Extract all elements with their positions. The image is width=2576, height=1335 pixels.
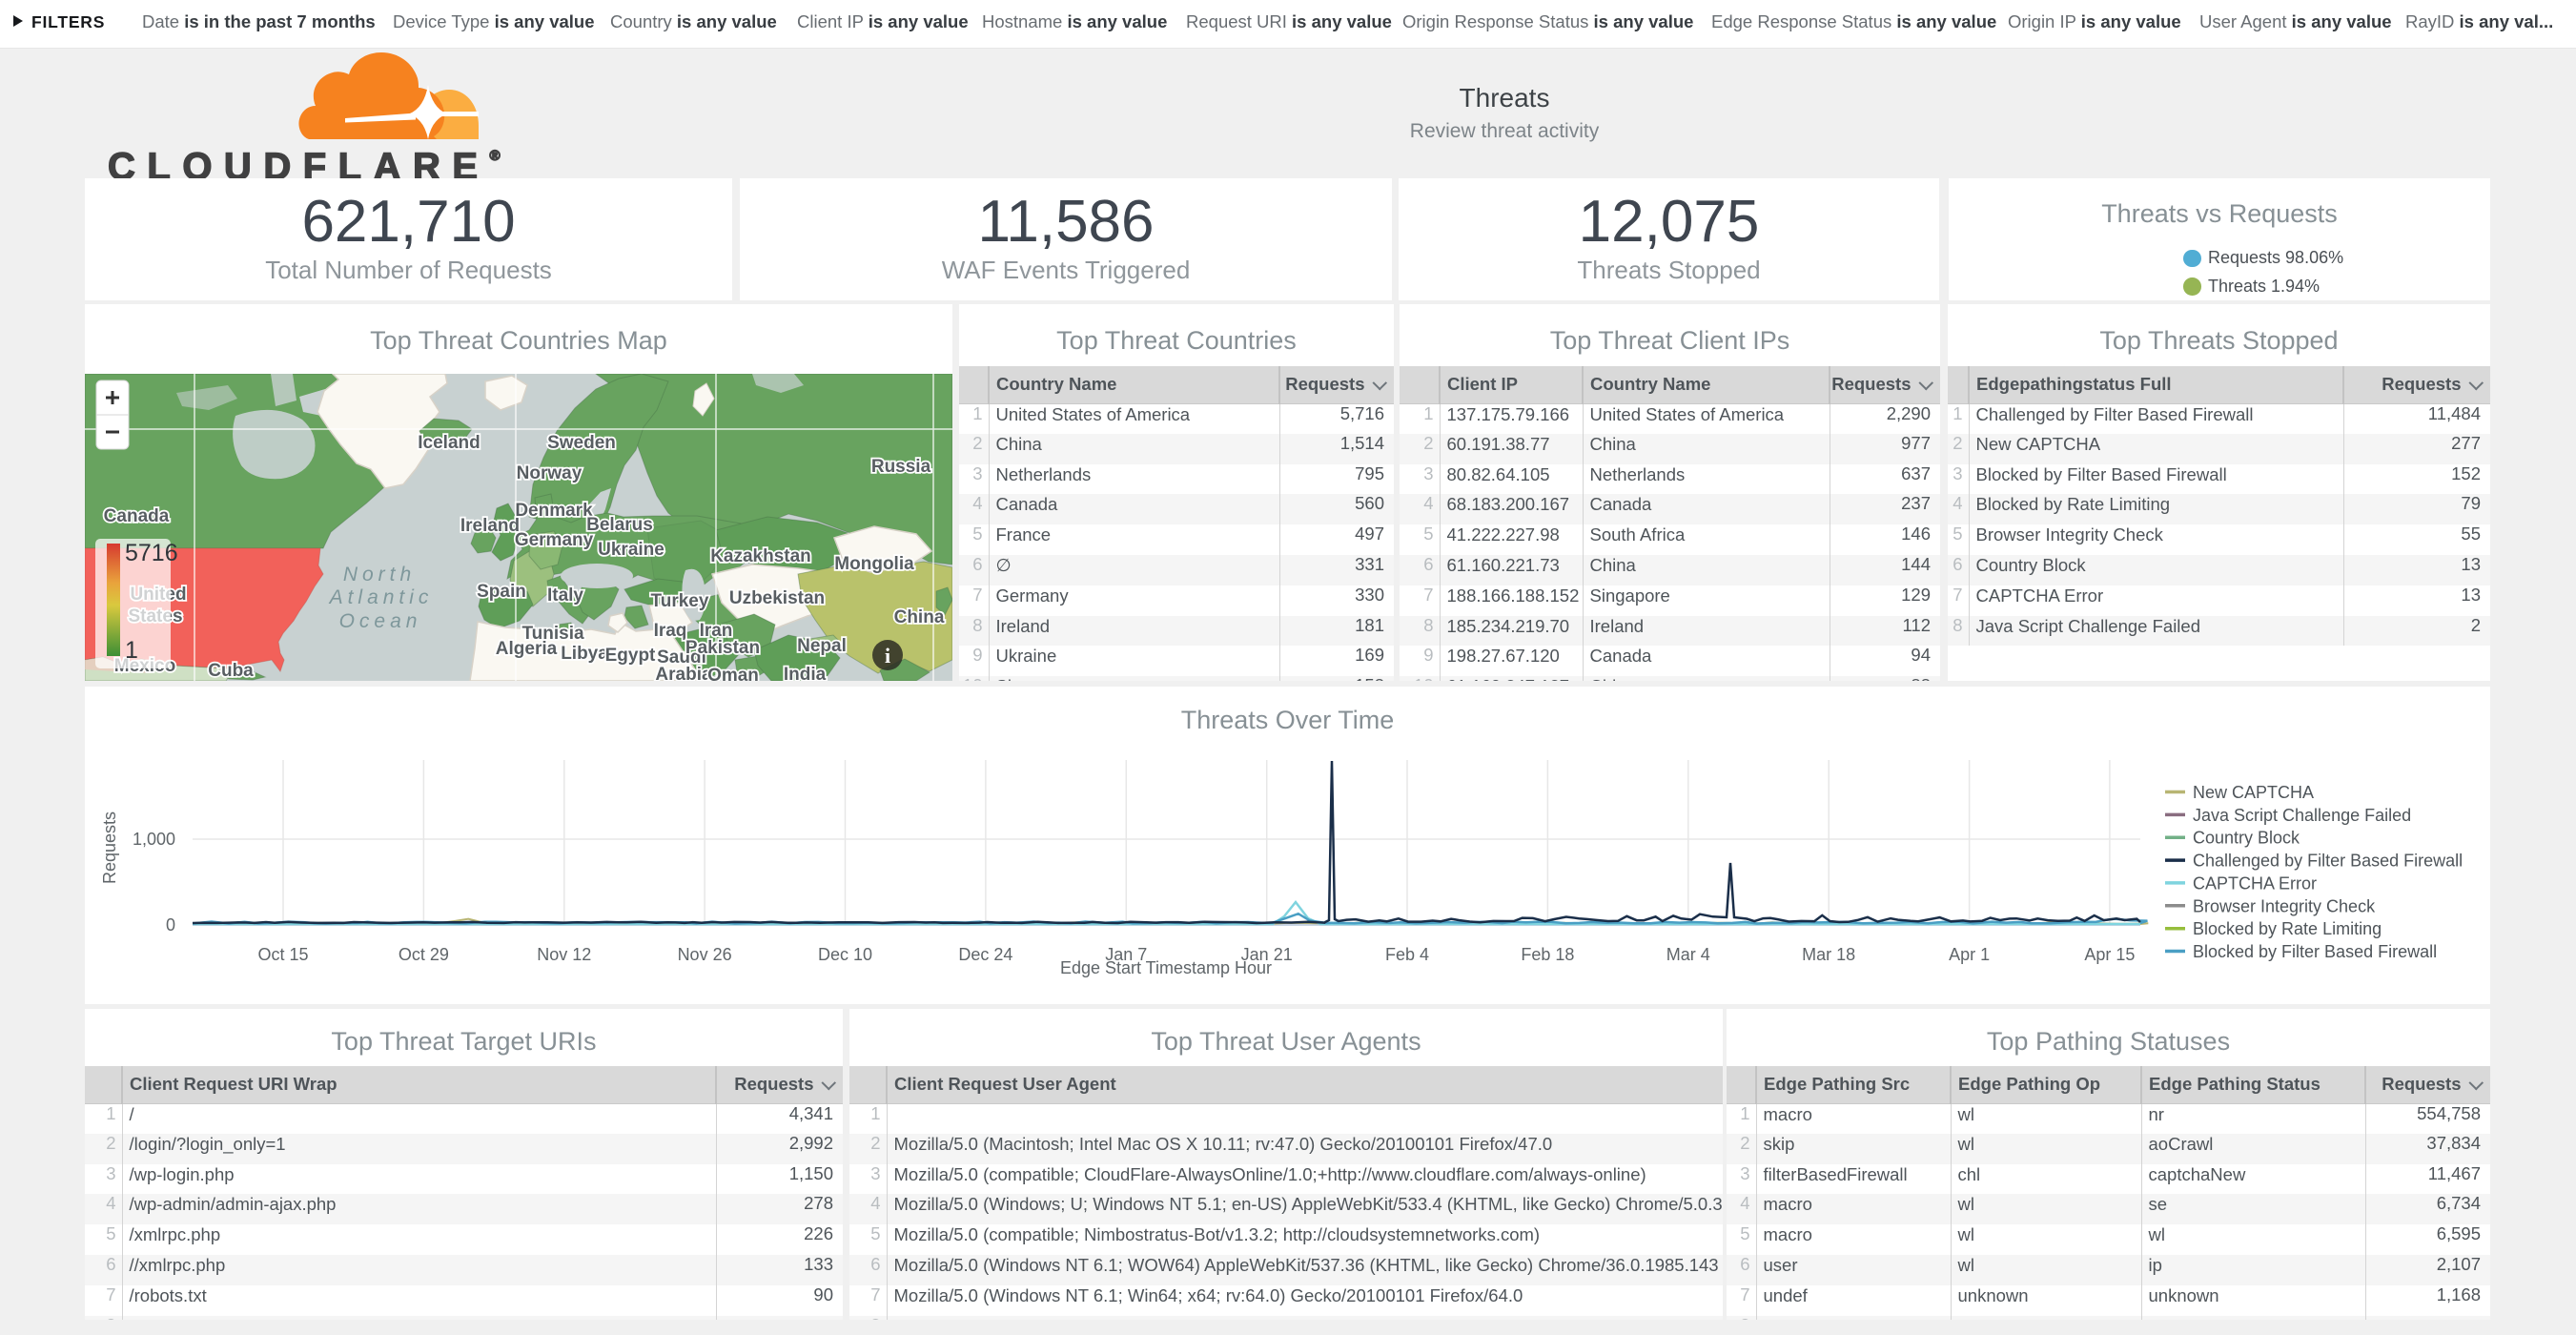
svg-text:5716: 5716 (125, 540, 178, 566)
svg-text:Saudi: Saudi (657, 647, 706, 668)
svg-text:Pakistan: Pakistan (685, 638, 760, 658)
svg-text:Blocked by Filter Based Firewa: Blocked by Filter Based Firewall (2193, 942, 2437, 961)
svg-text:India: India (784, 665, 827, 681)
svg-text:Turkey: Turkey (651, 591, 709, 611)
svg-text:Algeria: Algeria (496, 639, 558, 659)
svg-text:Egypt: Egypt (605, 646, 656, 666)
svg-text:Iceland: Iceland (418, 433, 480, 453)
svg-text:Ukraine: Ukraine (598, 540, 664, 560)
svg-text:Blocked by Rate Limiting: Blocked by Rate Limiting (2193, 919, 2382, 938)
svg-text:Germany: Germany (515, 530, 594, 550)
svg-text:Feb 18: Feb 18 (1521, 945, 1574, 964)
svg-text:Feb 4: Feb 4 (1385, 945, 1429, 964)
svg-text:Jan 7: Jan 7 (1105, 945, 1147, 964)
svg-text:Requests: Requests (100, 811, 119, 884)
svg-text:Italy: Italy (547, 585, 583, 606)
svg-text:CAPTCHA Error: CAPTCHA Error (2193, 873, 2317, 893)
svg-text:Nov 12: Nov 12 (537, 945, 591, 964)
svg-text:Nov 26: Nov 26 (678, 945, 732, 964)
svg-text:Norway: Norway (517, 463, 583, 483)
svg-text:Challenged by Filter Based Fir: Challenged by Filter Based Firewall (2193, 852, 2463, 871)
svg-text:Edge Start Timestamp Hour: Edge Start Timestamp Hour (1060, 958, 1272, 977)
svg-text:New CAPTCHA: New CAPTCHA (2193, 783, 2314, 802)
svg-text:Belarus: Belarus (586, 515, 653, 535)
svg-text:Cuba: Cuba (208, 661, 254, 681)
svg-text:Arabia: Arabia (655, 665, 712, 681)
svg-text:Mar 4: Mar 4 (1666, 945, 1710, 964)
svg-text:Russia: Russia (871, 457, 931, 477)
svg-text:Dec 10: Dec 10 (818, 945, 872, 964)
svg-text:Oct 29: Oct 29 (399, 945, 449, 964)
svg-text:Oct 15: Oct 15 (257, 945, 308, 964)
svg-text:Uzbekistan: Uzbekistan (729, 588, 825, 608)
svg-text:Apr 15: Apr 15 (2084, 945, 2135, 964)
svg-text:Canada: Canada (104, 506, 170, 526)
svg-text:i: i (885, 644, 890, 668)
svg-text:Denmark: Denmark (515, 501, 593, 521)
svg-text:Atlantic: Atlantic (328, 586, 434, 608)
svg-text:Dec 24: Dec 24 (958, 945, 1012, 964)
svg-text:Mongolia: Mongolia (834, 554, 914, 574)
svg-text:Browser Integrity Check: Browser Integrity Check (2193, 896, 2376, 915)
svg-text:Tunisia: Tunisia (521, 624, 584, 644)
svg-text:Ireland: Ireland (460, 516, 520, 536)
svg-text:China: China (894, 607, 945, 627)
svg-text:Iran: Iran (700, 621, 733, 641)
svg-text:North: North (343, 564, 416, 585)
svg-text:Spain: Spain (477, 582, 526, 602)
svg-text:Nepal: Nepal (797, 636, 847, 656)
svg-text:1,000: 1,000 (133, 830, 175, 849)
svg-text:Iraq: Iraq (654, 621, 687, 641)
svg-text:Java Script Challenge Failed: Java Script Challenge Failed (2193, 806, 2411, 825)
svg-text:Kazakhstan: Kazakhstan (710, 546, 811, 566)
svg-text:Oman: Oman (707, 666, 759, 681)
svg-text:Libya: Libya (561, 644, 608, 664)
svg-text:1: 1 (125, 637, 138, 664)
svg-text:Ocean: Ocean (339, 610, 422, 632)
svg-text:Sweden: Sweden (547, 433, 616, 453)
svg-text:Mar 18: Mar 18 (1802, 945, 1855, 964)
svg-text:Country Block: Country Block (2193, 829, 2300, 848)
svg-text:Jan 21: Jan 21 (1241, 945, 1293, 964)
svg-text:Apr 1: Apr 1 (1949, 945, 1990, 964)
svg-text:0: 0 (166, 915, 175, 934)
